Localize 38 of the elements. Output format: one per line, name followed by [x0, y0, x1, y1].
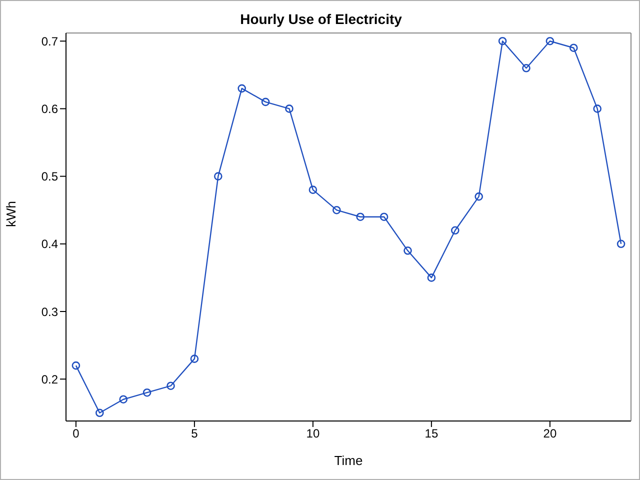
y-tick-label: 0.3 — [41, 304, 58, 319]
x-axis-title: Time — [334, 453, 363, 468]
point — [238, 84, 246, 93]
point — [119, 395, 128, 404]
point — [142, 388, 152, 397]
x-tick-label: 10 — [306, 426, 320, 441]
point — [72, 361, 80, 370]
point — [498, 36, 507, 46]
point — [616, 240, 626, 248]
x-tick-label: 0 — [72, 426, 80, 441]
point — [593, 104, 602, 113]
point — [166, 382, 175, 390]
y-axis-title: kWh — [4, 201, 19, 227]
point — [285, 104, 294, 113]
x-tick-label: 5 — [191, 426, 198, 441]
y-tick-label: 0.7 — [41, 34, 58, 48]
y-tick-label: 0.5 — [41, 170, 58, 184]
point — [474, 192, 483, 201]
point — [261, 98, 270, 106]
point — [569, 44, 578, 52]
point — [427, 274, 436, 282]
point — [190, 354, 199, 363]
point — [308, 186, 318, 194]
point — [332, 206, 341, 214]
point — [380, 212, 388, 222]
point — [546, 36, 554, 46]
chart-title: Hourly Use of Electricity — [239, 11, 403, 27]
point — [96, 408, 104, 418]
point — [214, 172, 222, 180]
y-tick-label: 0.4 — [41, 237, 58, 252]
y-tick-label: 0.6 — [41, 102, 58, 116]
point — [404, 246, 412, 255]
y-tick-label: 0.2 — [41, 372, 58, 386]
point — [356, 212, 364, 222]
x-tick-label: 15 — [424, 426, 438, 441]
point — [451, 226, 460, 235]
x-tick-label: 20 — [543, 426, 557, 441]
point — [522, 64, 530, 72]
